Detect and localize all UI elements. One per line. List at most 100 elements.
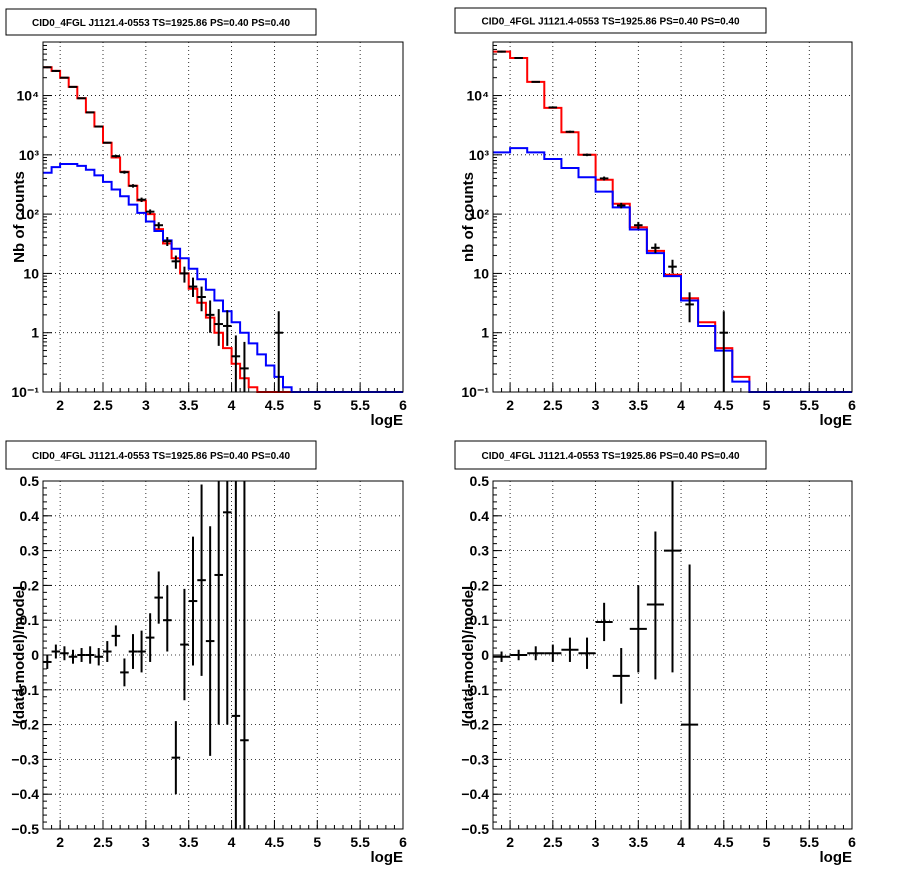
y-tick-label: 10	[473, 265, 489, 281]
series-line-1	[43, 66, 403, 393]
data-point	[188, 277, 198, 298]
x-tick-label: 4.5	[714, 834, 734, 850]
data-point	[646, 531, 664, 680]
data-point	[595, 602, 613, 642]
x-tick-label: 2	[56, 834, 64, 850]
x-tick-label: 2.5	[543, 397, 563, 413]
x-tick-label: 3.5	[179, 834, 199, 850]
x-tick-label: 4.5	[714, 397, 734, 413]
data-point	[163, 237, 172, 247]
series-line-2	[43, 163, 403, 393]
x-axis-title: logE	[371, 412, 404, 429]
data-point	[60, 646, 69, 661]
y-tick-label: −0.5	[11, 821, 39, 837]
data-point	[94, 648, 103, 666]
x-tick-label: 6	[399, 397, 407, 413]
y-tick-label: 0	[481, 647, 489, 663]
y-tick-label: −0.1	[461, 682, 489, 698]
y-tick-label: −0.2	[461, 717, 489, 733]
x-axis-title: logE	[820, 849, 853, 866]
data-point	[565, 130, 575, 133]
plot-frame	[492, 41, 853, 393]
plot-frame	[42, 41, 404, 393]
y-tick-label: 0.1	[20, 612, 40, 628]
data-point	[180, 266, 189, 283]
data-point	[616, 202, 626, 209]
x-tick-label: 2	[506, 834, 514, 850]
data-point	[274, 311, 283, 392]
y-tick-label: 10⁻¹	[461, 384, 489, 400]
y-tick-label: −0.4	[11, 786, 39, 802]
x-tick-label: 5	[763, 397, 771, 413]
y-axis-title: nb of counts	[460, 172, 477, 262]
data-point	[548, 106, 558, 109]
y-tick-label: −0.4	[461, 786, 489, 802]
data-point	[111, 625, 121, 647]
x-tick-label: 4	[677, 834, 685, 850]
data-point	[223, 481, 232, 725]
y-tick-label: 10²	[19, 206, 40, 222]
y-tick-label: 10³	[19, 147, 40, 163]
data-point	[214, 481, 223, 725]
y-tick-label: −0.1	[11, 682, 39, 698]
y-tick-label: 0.1	[470, 612, 490, 628]
y-tick-label: −0.3	[461, 751, 489, 767]
y-tick-label: 0.3	[470, 543, 490, 559]
data-point	[514, 56, 523, 59]
data-point	[163, 585, 172, 652]
data-point	[685, 292, 694, 323]
data-point	[137, 630, 146, 673]
x-tick-label: 4	[228, 834, 236, 850]
data-point	[154, 571, 163, 624]
y-tick-label: 10²	[469, 206, 490, 222]
chart-panel-4: CID0_4FGL J1121.4-0553 TS=1925.86 PS=0.4…	[454, 440, 856, 866]
y-tick-label: 1	[481, 325, 489, 341]
y-tick-label: 0.3	[20, 543, 40, 559]
data-point	[240, 481, 249, 829]
data-point	[668, 259, 677, 274]
data-point	[85, 646, 95, 664]
data-point	[128, 184, 138, 188]
x-tick-label: 4	[677, 397, 685, 413]
data-point	[77, 97, 86, 100]
data-point	[561, 637, 579, 662]
chart-title: CID0_4FGL J1121.4-0553 TS=1925.86 PS=0.4…	[32, 451, 290, 462]
x-tick-label: 4.5	[265, 397, 285, 413]
x-tick-label: 3	[592, 834, 600, 850]
data-point	[231, 335, 241, 392]
data-point	[103, 641, 112, 662]
data-point	[719, 311, 729, 392]
y-axis-title: (data-model)/model	[460, 586, 477, 724]
data-point	[205, 300, 215, 333]
data-point	[180, 588, 189, 701]
x-tick-label: 6	[399, 834, 407, 850]
data-point	[120, 658, 129, 687]
data-point	[197, 286, 206, 312]
data-point	[68, 649, 78, 664]
chart-panel-3: CID0_4FGL J1121.4-0553 TS=1925.86 PS=0.4…	[5, 440, 407, 866]
title-box	[454, 440, 767, 470]
data-point	[68, 85, 78, 88]
x-axis-title: logE	[820, 412, 853, 429]
y-tick-label: −0.2	[11, 717, 39, 733]
y-tick-label: 10⁴	[467, 88, 490, 104]
data-point	[111, 154, 121, 158]
data-point	[231, 481, 241, 829]
data-point	[145, 209, 155, 215]
data-point	[599, 176, 609, 181]
data-point	[137, 197, 146, 203]
title-box	[454, 7, 767, 34]
data-point	[145, 613, 155, 662]
data-point	[171, 255, 181, 269]
y-tick-label: 0	[31, 647, 39, 663]
y-tick-label: 10	[23, 265, 39, 281]
data-point	[51, 644, 61, 659]
plot-frame	[492, 480, 853, 830]
x-tick-label: 5	[313, 834, 321, 850]
data-point	[493, 651, 511, 662]
chart-panel-1: CID0_4FGL J1121.4-0553 TS=1925.86 PS=0.4…	[5, 8, 407, 429]
data-point	[497, 50, 506, 53]
x-tick-label: 4.5	[265, 834, 285, 850]
data-point	[544, 644, 562, 662]
